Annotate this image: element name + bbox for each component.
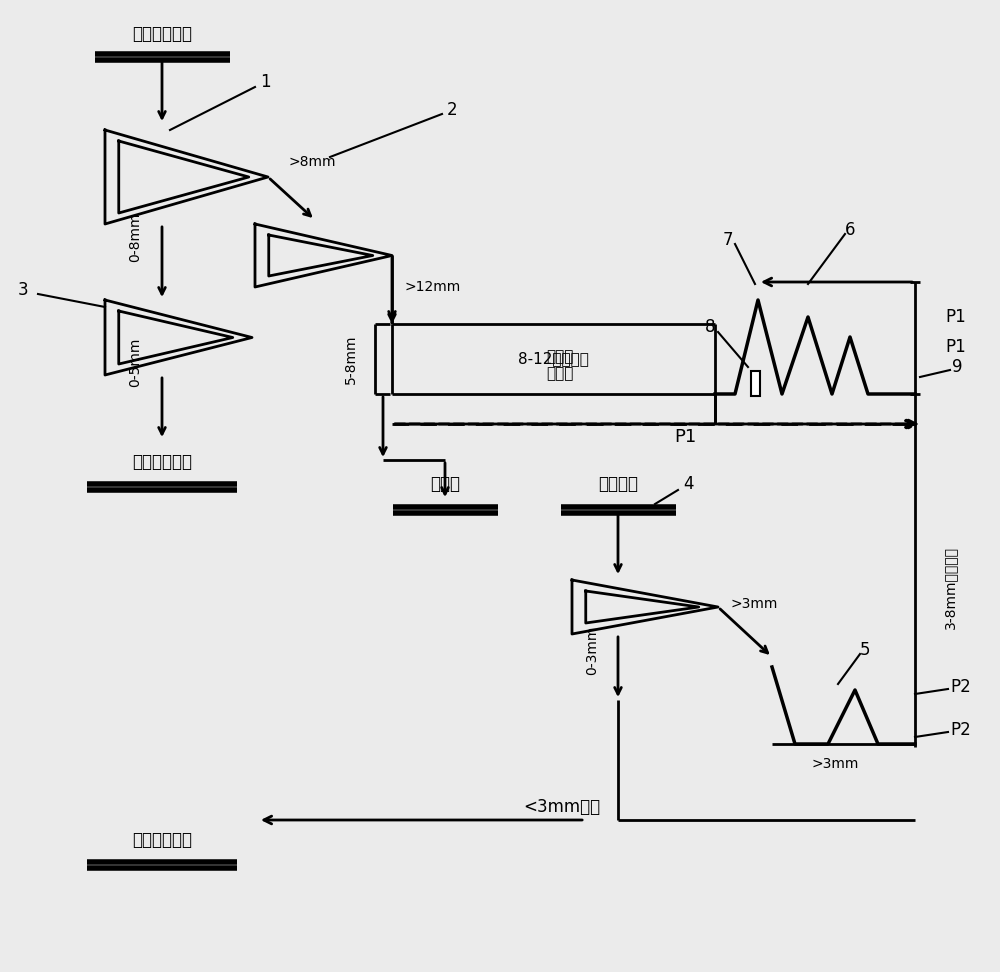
Text: >3mm: >3mm: [811, 757, 859, 771]
Text: >12mm: >12mm: [405, 280, 461, 294]
Text: 去烧结配料室: 去烧结配料室: [132, 831, 192, 849]
Text: P1: P1: [674, 428, 696, 446]
Text: 9: 9: [952, 358, 962, 376]
Text: 8-12大铺底料: 8-12大铺底料: [518, 352, 589, 366]
Text: 8: 8: [705, 318, 715, 336]
Text: P1: P1: [945, 308, 966, 326]
Text: 去高炉: 去高炉: [430, 475, 460, 493]
Text: <3mm返矿: <3mm返矿: [523, 798, 601, 816]
Text: 4: 4: [683, 475, 693, 493]
Text: P2: P2: [950, 678, 971, 696]
Text: 1: 1: [260, 73, 270, 91]
Text: 5-8mm: 5-8mm: [344, 334, 358, 384]
Text: >3mm: >3mm: [730, 597, 777, 611]
Text: 0-8mm: 0-8mm: [128, 212, 142, 261]
Text: 台车运
行方向: 台车运 行方向: [546, 349, 574, 381]
Text: 6: 6: [845, 221, 855, 239]
Bar: [750, 371, 760, 396]
Text: 去烧结配料室: 去烧结配料室: [132, 453, 192, 471]
Text: P1: P1: [945, 338, 966, 356]
Text: 3-8mm小铺底料: 3-8mm小铺底料: [943, 545, 957, 629]
Text: 高炉返矿: 高炉返矿: [598, 475, 638, 493]
Text: 3: 3: [17, 281, 28, 299]
Text: 7: 7: [723, 231, 733, 249]
Text: P2: P2: [950, 721, 971, 739]
Text: 5: 5: [860, 641, 870, 659]
Text: >8mm: >8mm: [288, 155, 336, 169]
Text: 来自冷却机矿: 来自冷却机矿: [132, 25, 192, 43]
Text: 2: 2: [447, 101, 457, 119]
Text: 0-3mm: 0-3mm: [585, 625, 599, 675]
Text: 0-5mm: 0-5mm: [128, 337, 142, 387]
